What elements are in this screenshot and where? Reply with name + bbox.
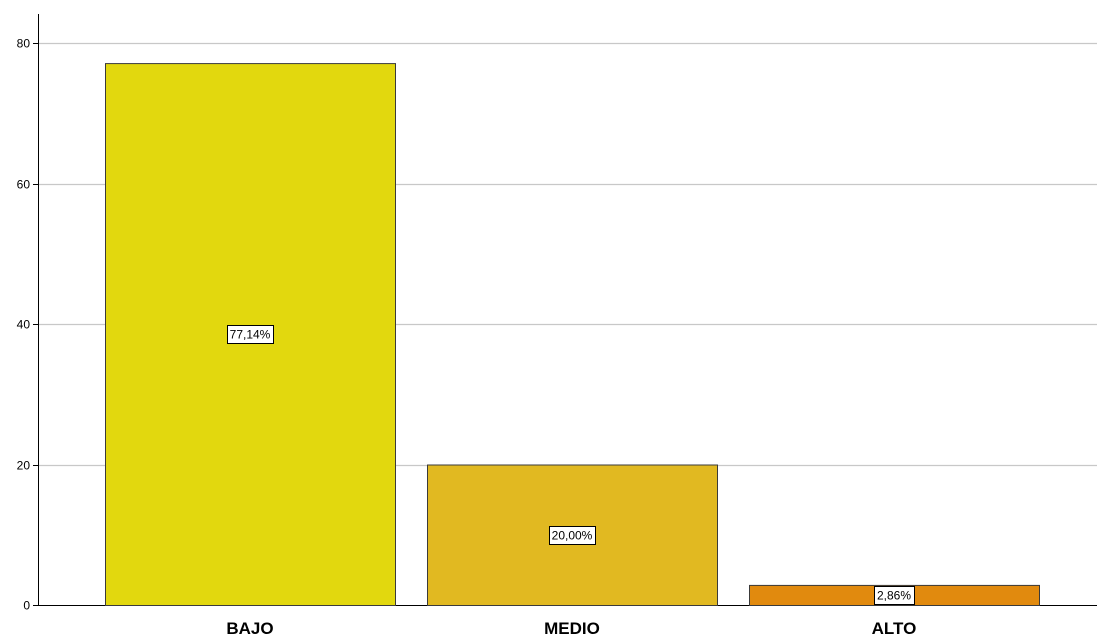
y-tick-label: 80 xyxy=(17,37,31,51)
data-label-medio: 20,00% xyxy=(549,526,596,545)
data-label-text: 20,00% xyxy=(552,528,593,542)
data-label-text: 2,86% xyxy=(877,588,911,602)
x-category-label: ALTO xyxy=(872,619,917,638)
y-tick-label: 60 xyxy=(17,178,31,192)
data-label-box xyxy=(549,526,596,545)
data-label-box xyxy=(227,325,274,344)
x-category-label: MEDIO xyxy=(544,619,600,638)
y-tick-label: 0 xyxy=(23,599,30,613)
y-tick-label: 40 xyxy=(17,318,31,332)
data-label-box xyxy=(874,586,915,605)
data-label-text: 77,14% xyxy=(230,328,271,342)
x-category-label: BAJO xyxy=(226,619,273,638)
data-label-bajo: 77,14% xyxy=(227,325,274,344)
y-tick-label: 20 xyxy=(17,459,31,473)
labels: BAJO 77,14% MEDIO 20,00% ALTO 2,86% xyxy=(226,325,917,638)
data-label-alto: 2,86% xyxy=(874,586,915,605)
